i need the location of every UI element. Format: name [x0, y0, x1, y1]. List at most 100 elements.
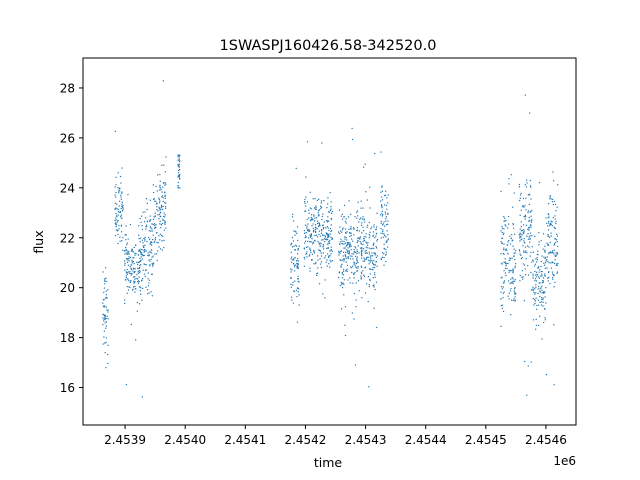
data-point: [537, 267, 540, 269]
data-point: [326, 265, 328, 267]
data-point: [548, 216, 550, 218]
data-point: [346, 239, 348, 241]
data-point: [354, 247, 357, 249]
data-point: [542, 248, 544, 250]
data-point: [348, 243, 350, 245]
data-point: [511, 234, 513, 236]
data-point: [297, 258, 299, 260]
data-point: [119, 200, 121, 202]
data-point: [501, 242, 503, 245]
data-point: [520, 225, 522, 228]
data-point: [360, 242, 362, 244]
data-point: [371, 260, 373, 262]
data-point: [383, 233, 385, 235]
data-point: [360, 253, 363, 255]
data-point: [158, 246, 160, 248]
data-point: [530, 224, 532, 226]
data-point: [293, 266, 296, 268]
data-point: [549, 225, 551, 227]
data-point: [537, 285, 540, 288]
data-point: [153, 198, 156, 200]
data-point: [532, 289, 534, 292]
data-point: [368, 284, 370, 286]
data-point: [504, 224, 506, 226]
data-point: [144, 236, 146, 239]
data-point: [298, 245, 300, 247]
data-point: [127, 193, 129, 196]
data-point: [556, 206, 558, 208]
data-point: [149, 219, 151, 221]
data-point: [510, 269, 512, 272]
data-point: [536, 259, 538, 261]
data-point: [319, 258, 321, 260]
data-point: [380, 191, 382, 193]
data-point: [506, 249, 508, 251]
data-point: [156, 241, 158, 243]
data-point: [369, 278, 371, 281]
data-point: [165, 227, 167, 229]
data-point: [125, 277, 127, 279]
data-point: [305, 252, 308, 255]
data-point: [120, 224, 123, 226]
data-point: [151, 256, 153, 258]
data-point: [550, 223, 552, 226]
data-point: [542, 280, 544, 282]
data-point: [349, 245, 351, 247]
data-point: [503, 247, 505, 249]
data-point: [554, 215, 556, 217]
data-point: [107, 344, 109, 346]
data-point: [353, 251, 355, 253]
data-point: [131, 273, 133, 275]
data-point: [323, 248, 325, 250]
data-point: [305, 246, 308, 248]
data-point: [133, 281, 136, 283]
data-point: [501, 227, 504, 230]
data-point: [536, 261, 538, 263]
data-point: [539, 291, 541, 293]
data-point: [349, 231, 351, 234]
data-point: [510, 278, 512, 280]
data-point: [345, 269, 347, 272]
data-point: [373, 264, 375, 266]
data-point: [382, 214, 384, 216]
data-point: [298, 294, 300, 296]
data-point: [529, 237, 531, 240]
data-point: [145, 225, 147, 228]
data-point: [509, 259, 511, 262]
data-point: [354, 255, 357, 257]
data-point: [292, 302, 294, 304]
data-point: [550, 220, 552, 222]
data-point: [297, 262, 299, 265]
data-point: [324, 241, 326, 243]
data-point: [375, 232, 377, 234]
data-point: [163, 215, 165, 217]
data-point: [501, 237, 503, 240]
data-point: [501, 225, 503, 228]
data-point: [356, 269, 358, 272]
data-point: [360, 200, 362, 202]
data-point: [357, 267, 359, 269]
data-point: [372, 244, 375, 246]
data-point: [534, 235, 536, 237]
data-point: [360, 271, 363, 273]
data-point: [149, 199, 152, 201]
data-point: [345, 256, 347, 258]
data-point: [351, 267, 353, 269]
data-point: [159, 212, 161, 214]
data-point: [121, 167, 123, 169]
data-point: [529, 235, 531, 237]
data-point: [103, 320, 105, 322]
data-point: [362, 240, 364, 242]
data-point: [349, 242, 351, 244]
data-point: [115, 184, 117, 186]
data-point: [130, 256, 132, 258]
data-point: [363, 218, 365, 220]
data-point: [553, 262, 556, 265]
data-point: [523, 251, 525, 253]
data-point: [153, 216, 155, 218]
data-point: [341, 273, 344, 275]
data-point: [374, 274, 376, 276]
data-point: [529, 193, 531, 195]
data-point: [368, 253, 371, 255]
data-point: [547, 235, 549, 237]
